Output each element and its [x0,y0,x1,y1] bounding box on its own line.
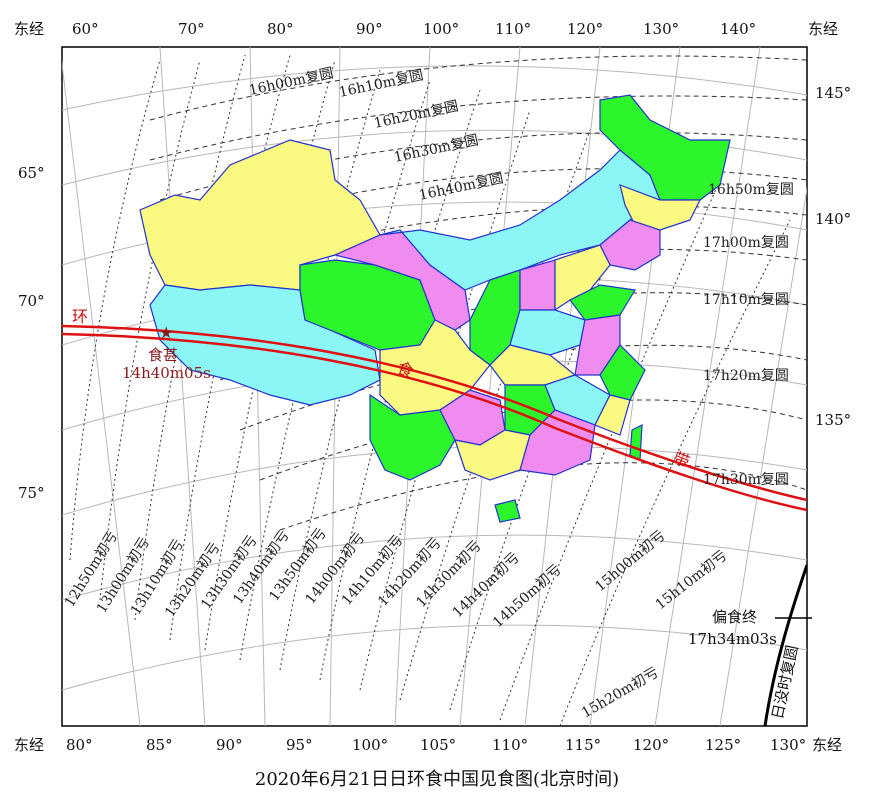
right-lat-label: 140° [815,210,851,228]
top-longitude-labels: 60° 70° 80° 90° 100° 110° 120° 130° 140° [72,20,756,38]
sunset-curve [763,564,807,726]
top-left-corner-label: 东经 [14,20,44,38]
end-contour-label: 17h30m复圆 [703,471,789,488]
bottom-lon-label: 90° [216,736,243,754]
china-provinces [139,94,731,523]
partial-end-time: 17h34m03s [688,630,777,648]
end-contour-label: 16h50m复圆 [708,181,794,198]
greatest-eclipse-time: 14h40m05s [122,364,211,382]
top-right-corner-label: 东经 [808,20,838,38]
map-body [62,47,807,726]
region-taiwan [629,424,643,461]
region-tibet [149,284,381,406]
left-lat-label: 70° [18,292,45,310]
partial-end-label: 偏食终 [712,608,757,626]
bottom-left-corner-label: 东经 [14,736,44,754]
top-lon-label: 60° [72,20,99,38]
bottom-lon-label: 115° [565,736,601,754]
bottom-lon-label: 95° [286,736,313,754]
top-lon-label: 70° [178,20,205,38]
region-zhejiang [599,344,646,401]
annular-band-char: 食 [395,358,417,381]
right-lat-label: 135° [815,411,851,429]
map-caption: 2020年6月21日日环食中国见食图(北京时间) [255,769,619,790]
bottom-lon-label: 120° [633,736,669,754]
region-hainan [494,499,521,523]
annular-band-char: 环 [72,307,88,326]
bottom-lon-label: 80° [66,736,93,754]
bottom-lon-label: 100° [352,736,388,754]
bottom-lon-label: 105° [420,736,456,754]
end-contour-label: 17h10m复圆 [703,291,789,308]
top-lon-label: 110° [495,20,531,38]
end-contour-label: 17h00m复圆 [703,234,789,251]
partial-end-marker: 偏食终 17h34m03s [688,608,812,648]
left-lat-label: 65° [18,164,45,182]
star-icon: ★ [159,323,173,342]
greatest-eclipse-label: 食甚 [148,346,178,364]
bottom-lon-label: 125° [705,736,741,754]
end-contour-label: 17h20m复圆 [703,367,789,384]
region-jilin [619,184,701,231]
top-lon-label: 90° [356,20,383,38]
left-latitude-labels: 65° 70° 75° [18,164,45,502]
annular-band-char: 带 [671,448,693,472]
right-latitude-labels: 145° 140° 135° [815,84,851,429]
top-lon-label: 80° [267,20,294,38]
greatest-eclipse-marker: ★ 食甚 14h40m05s [122,323,211,382]
top-lon-label: 120° [567,20,603,38]
region-yunnan [369,393,456,481]
bottom-lon-label: 130° [770,736,806,754]
bottom-right-corner-label: 东经 [812,736,842,754]
bottom-lon-label: 85° [146,736,173,754]
left-lat-label: 75° [18,484,45,502]
region-shandong [569,284,636,321]
bottom-longitude-labels: 80° 85° 90° 95° 100° 105° 110° 115° 120°… [66,736,806,754]
region-heilongjiang [599,94,731,201]
top-lon-label: 100° [423,20,459,38]
region-fujian [594,394,631,436]
top-lon-label: 140° [720,20,756,38]
top-lon-label: 130° [643,20,679,38]
bottom-lon-label: 110° [492,736,528,754]
annular-path [62,324,807,512]
right-lat-label: 145° [815,84,851,102]
